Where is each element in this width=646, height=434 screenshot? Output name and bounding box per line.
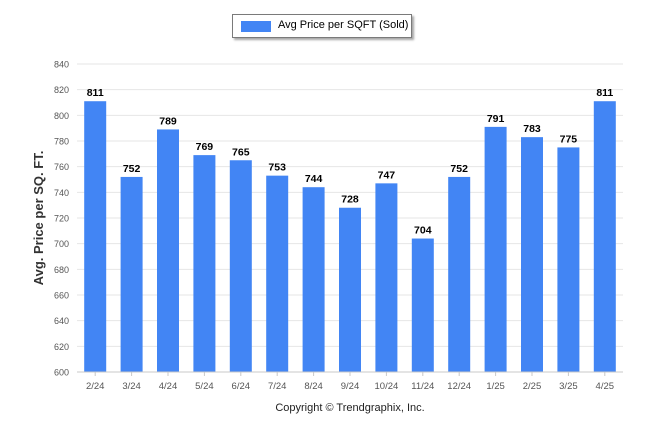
x-tick-label: 7/24	[268, 381, 287, 392]
bar-value-label: 747	[378, 169, 396, 181]
x-tick-label: 10/24	[375, 381, 399, 392]
x-tick-label: 3/25	[559, 381, 578, 392]
x-tick-label: 4/25	[596, 381, 615, 392]
y-tick-label: 700	[54, 239, 69, 249]
bar-value-label: 811	[87, 87, 104, 99]
bar-value-label: 744	[305, 173, 323, 185]
copyright-text: Copyright © Trendgraphix, Inc.	[275, 402, 425, 414]
bar	[484, 126, 507, 372]
y-tick-label: 640	[54, 316, 69, 326]
x-tick-label: 5/24	[195, 381, 214, 392]
x-tick-label: 11/24	[411, 381, 434, 392]
bar-value-label: 752	[450, 163, 468, 175]
bar	[411, 238, 434, 372]
x-axis: 2/24 3/24 4/24 5/24 6/24 7/24 8/24 9/24 10/24 11/…	[77, 371, 623, 392]
bar	[120, 176, 143, 372]
bar-value-label: 775	[560, 133, 578, 145]
bar	[557, 147, 580, 372]
bar-value-label: 769	[196, 141, 214, 153]
x-tick-label: 12/24	[447, 381, 471, 392]
bar	[339, 207, 361, 372]
bar-value-label: 811	[596, 87, 613, 99]
y-tick-label: 760	[54, 162, 69, 172]
data-labels: 811 752 789 769 765 753 744 728 747 704 752 791 783 7…	[87, 87, 614, 236]
legend-label: Avg Price per SQFT (Sold)	[278, 19, 409, 31]
y-tick-label: 680	[54, 265, 69, 275]
y-tick-label: 840	[54, 60, 69, 70]
bar-value-label: 704	[414, 225, 432, 237]
x-tick-label: 2/24	[86, 381, 105, 392]
bar	[375, 183, 398, 372]
y-tick-label: 600	[54, 368, 69, 378]
bar-value-label: 789	[159, 115, 177, 127]
bar-value-label: 753	[268, 162, 286, 174]
legend: Avg Price per SQFT (Sold)	[232, 14, 412, 38]
bar	[193, 155, 216, 372]
bar-value-label: 765	[232, 146, 250, 158]
y-tick-label: 780	[54, 137, 69, 147]
x-tick-label: 9/24	[341, 381, 360, 392]
bar-value-label: 728	[341, 194, 359, 206]
y-tick-label: 740	[54, 188, 69, 198]
y-tick-label: 800	[54, 111, 69, 121]
bar	[84, 101, 107, 372]
y-axis-title: Avg. Price per SQ. FT.	[31, 151, 46, 286]
y-tick-label: 820	[54, 85, 69, 95]
y-axis: 600 620 640 660 680 700 720 740 760 780 800 820 840	[54, 60, 69, 378]
bar-value-label: 783	[523, 123, 541, 135]
bar	[593, 101, 616, 372]
x-tick-label: 6/24	[232, 381, 251, 392]
y-tick-label: 660	[54, 291, 69, 301]
x-tick-label: 2/25	[523, 381, 542, 392]
y-tick-label: 620	[54, 342, 69, 352]
bar	[266, 175, 289, 372]
bar	[229, 160, 252, 372]
bar	[521, 137, 543, 372]
x-tick-label: 4/24	[159, 381, 178, 392]
y-tick-label: 720	[54, 214, 69, 224]
x-tick-label: 3/24	[122, 381, 141, 392]
bar-value-label: 791	[487, 113, 505, 125]
bar-value-label: 752	[123, 163, 141, 175]
x-tick-label: 1/25	[486, 381, 505, 392]
bar-series	[84, 101, 616, 372]
bar	[157, 129, 179, 372]
bar	[448, 176, 471, 372]
bar	[302, 187, 325, 372]
x-tick-label: 8/24	[304, 381, 323, 392]
legend-swatch	[241, 21, 271, 32]
